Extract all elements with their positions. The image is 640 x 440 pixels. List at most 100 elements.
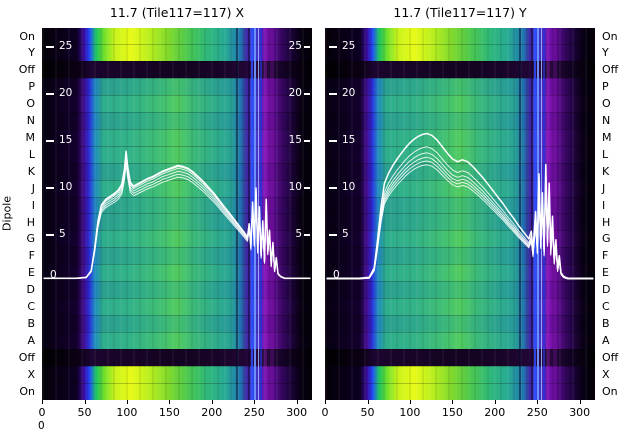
dipole-label: C	[602, 300, 610, 313]
x-tick-label: 150	[158, 406, 180, 419]
dipole-label: A	[27, 333, 35, 347]
dipole-label: H	[26, 215, 35, 229]
inner-tick-label: 25	[342, 40, 356, 52]
x-tick-mark	[169, 400, 171, 404]
dipole-label: Off	[18, 350, 35, 364]
overlay-trace	[43, 152, 311, 279]
dipole-label: L	[28, 147, 35, 161]
dipole-label: B	[602, 316, 610, 330]
inner-tick-mark	[329, 234, 337, 236]
x-axis-left: 0 50 100 150 200 250 300	[39, 400, 312, 434]
dipole-label: On	[19, 384, 35, 398]
heatmap-row	[325, 383, 595, 400]
spectral-line	[519, 28, 522, 400]
x-tick-mark	[494, 400, 496, 404]
dipole-label: Off	[18, 63, 35, 77]
dipole-label: I	[31, 198, 35, 212]
heatmap-row	[325, 349, 595, 367]
heatmap-row	[325, 43, 595, 61]
dipole-label: O	[602, 97, 611, 111]
x-tick-label: 200	[484, 406, 506, 419]
x-tick-mark	[325, 400, 326, 404]
dipole-label: C	[27, 300, 35, 313]
x-tick-mark	[579, 400, 581, 404]
dipole-label: J	[602, 181, 606, 195]
dipole-label: E	[28, 266, 35, 280]
dipole-labels-left: On Y Off P O N M L K J I H G F E D C B A Off X On	[0, 28, 38, 400]
heatmap-row	[42, 145, 312, 163]
dipole-label: On	[602, 29, 618, 43]
inner-tick-label: 15	[342, 134, 356, 146]
x-tick-label: 300	[286, 406, 308, 419]
overlay-curves	[43, 150, 311, 280]
dipole-label: F	[28, 249, 35, 263]
dipole-label: B	[27, 316, 35, 330]
spectral-line	[236, 28, 239, 400]
heatmap-row	[325, 315, 595, 333]
x-axis-right: 0 50 100 150 200 250 300	[322, 400, 595, 434]
inner-tick-mark	[329, 140, 337, 142]
heatmap-row	[42, 60, 312, 78]
x-tick-label: 100	[116, 406, 138, 419]
dipole-label: N	[26, 114, 35, 127]
heatmap-row	[42, 332, 312, 350]
heatmap-row	[42, 179, 312, 197]
overlay-trace	[326, 146, 594, 280]
x-tick-mark	[296, 400, 298, 404]
heatmap-row	[42, 315, 312, 333]
inner-tick-label: 15	[288, 134, 302, 146]
dipole-label: P	[28, 80, 35, 94]
inner-zero-label: 0	[50, 269, 57, 281]
x-tick-label: 250	[243, 406, 265, 419]
dipole-labels-right: On Y Off P O N M L K J I H G F E D C B A Off X On	[600, 28, 638, 400]
x-tick-mark	[452, 400, 454, 404]
heatmap-row	[42, 77, 312, 95]
x-tick-label: 50	[77, 406, 92, 419]
inner-tick-mark	[46, 140, 54, 142]
heatmap-row	[42, 383, 312, 400]
dipole-label: X	[27, 367, 35, 381]
dipole-label: O	[26, 97, 35, 111]
heatmap-row	[325, 196, 595, 214]
dipole-label: E	[602, 266, 609, 280]
dipole-label: On	[19, 29, 35, 43]
heatmap-row	[42, 213, 312, 231]
dipole-label: I	[602, 198, 606, 212]
inner-tick-mark	[304, 187, 310, 189]
heatmap-row	[325, 213, 595, 231]
heatmap-panel-x: 25 20 15 10 5 0 25 20 15 10 5	[42, 28, 312, 400]
inner-tick-labels: 25 20 15 10 5 0	[325, 28, 595, 400]
dipole-label: On	[602, 384, 618, 398]
heatmap-row	[325, 281, 595, 299]
dipole-label: N	[602, 114, 611, 127]
spectral-line	[531, 28, 534, 400]
heatmap-rows	[325, 28, 595, 400]
inner-tick-mark	[46, 46, 54, 48]
inner-tick-label: 20	[342, 87, 356, 99]
dipole-label: D	[602, 283, 611, 297]
inner-tick-label: 10	[59, 181, 73, 193]
inner-tick-mark	[46, 187, 54, 189]
dipole-label: X	[602, 367, 610, 381]
x-tick-label: 50	[360, 406, 375, 419]
heatmap-row	[42, 43, 312, 61]
panel-title-y: 11.7 (Tile117=117) Y	[393, 5, 527, 20]
dipole-label: Off	[602, 63, 619, 77]
heatmap-row	[42, 247, 312, 265]
inner-tick-label: 10	[342, 181, 356, 193]
dipole-label: Y	[28, 46, 35, 60]
dipole-label: H	[602, 215, 611, 229]
spectral-line	[270, 28, 275, 400]
inner-tick-label: 10	[288, 181, 302, 193]
heatmap-row	[325, 28, 595, 44]
heatmap-row	[42, 28, 312, 44]
x-tick-label: 100	[399, 406, 421, 419]
heatmap-row	[325, 332, 595, 350]
inner-tick-label: 20	[59, 87, 73, 99]
heatmap-row	[42, 298, 312, 316]
heatmap-row	[325, 264, 595, 282]
heatmap-row	[325, 366, 595, 384]
x-tick-mark	[254, 400, 256, 404]
x-tick-label: 300	[569, 406, 591, 419]
